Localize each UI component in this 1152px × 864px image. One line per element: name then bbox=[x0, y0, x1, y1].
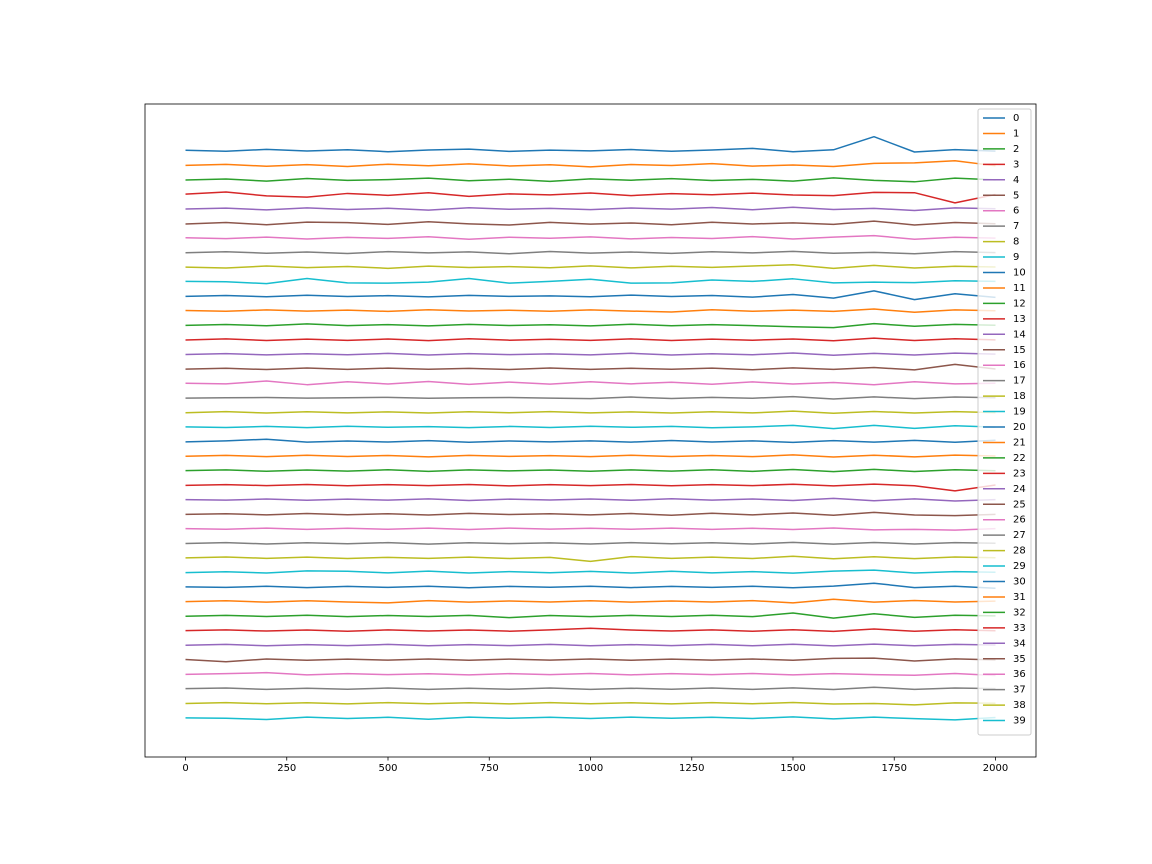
legend-label: 7 bbox=[1013, 221, 1019, 232]
series-line bbox=[185, 483, 996, 492]
series-line bbox=[185, 135, 996, 153]
x-tick-label: 2000 bbox=[983, 763, 1008, 774]
series-line bbox=[185, 395, 996, 400]
legend-box bbox=[977, 108, 1032, 736]
series-line bbox=[185, 686, 996, 691]
legend-label: 19 bbox=[1013, 407, 1026, 418]
series-line bbox=[185, 657, 996, 663]
series-line bbox=[185, 671, 996, 677]
series-line bbox=[185, 159, 996, 168]
legend-label: 25 bbox=[1013, 499, 1026, 510]
series-line bbox=[185, 322, 996, 329]
series-line bbox=[185, 424, 996, 430]
series-line bbox=[185, 277, 996, 285]
series-line bbox=[185, 511, 996, 517]
legend-label: 0 bbox=[1013, 113, 1019, 124]
series-line bbox=[185, 206, 996, 212]
series-line bbox=[185, 177, 996, 183]
legend-label: 11 bbox=[1013, 283, 1026, 294]
legend-label: 26 bbox=[1013, 515, 1026, 526]
legend-label: 8 bbox=[1013, 237, 1019, 248]
legend-label: 17 bbox=[1013, 376, 1026, 387]
legend-label: 1 bbox=[1013, 128, 1019, 139]
legend-label: 31 bbox=[1013, 592, 1026, 603]
legend-label: 12 bbox=[1013, 298, 1026, 309]
x-tick-label: 500 bbox=[378, 763, 397, 774]
x-tick-label: 1750 bbox=[882, 763, 907, 774]
legend-label: 33 bbox=[1013, 623, 1026, 634]
legend-label: 18 bbox=[1013, 391, 1026, 402]
series-line bbox=[185, 290, 996, 301]
legend-label: 39 bbox=[1013, 716, 1026, 727]
legend-label: 29 bbox=[1013, 561, 1026, 572]
legend-label: 37 bbox=[1013, 685, 1026, 696]
legend-label: 23 bbox=[1013, 468, 1026, 479]
series-line bbox=[185, 220, 996, 226]
series-line bbox=[185, 308, 996, 314]
x-tick-label: 1250 bbox=[679, 763, 704, 774]
legend-label: 2 bbox=[1013, 144, 1019, 155]
legend-label: 30 bbox=[1013, 577, 1026, 588]
legend-label: 5 bbox=[1013, 190, 1019, 201]
legend-label: 38 bbox=[1013, 700, 1026, 711]
legend-label: 32 bbox=[1013, 607, 1026, 618]
series-line bbox=[185, 527, 996, 531]
legend-label: 20 bbox=[1013, 422, 1026, 433]
series-line bbox=[185, 263, 996, 270]
series-line bbox=[185, 250, 996, 255]
legend-label: 4 bbox=[1013, 175, 1019, 186]
legend-label: 22 bbox=[1013, 453, 1026, 464]
series-line bbox=[185, 701, 996, 706]
x-tick-label: 1500 bbox=[780, 763, 805, 774]
legend-label: 15 bbox=[1013, 345, 1026, 356]
series-line bbox=[185, 612, 996, 619]
legend-label: 27 bbox=[1013, 530, 1026, 541]
series-line bbox=[185, 234, 996, 240]
legend-label: 36 bbox=[1013, 669, 1026, 680]
series-line bbox=[185, 410, 996, 414]
x-tick-label: 750 bbox=[480, 763, 499, 774]
legend-label: 13 bbox=[1013, 314, 1026, 325]
series-line bbox=[185, 468, 996, 473]
series-line bbox=[185, 380, 996, 386]
series-line bbox=[185, 643, 996, 647]
series-line bbox=[185, 555, 996, 563]
legend-label: 34 bbox=[1013, 638, 1026, 649]
legend-label: 14 bbox=[1013, 329, 1026, 340]
legend-label: 21 bbox=[1013, 437, 1026, 448]
x-tick-label: 250 bbox=[277, 763, 296, 774]
axes-frame bbox=[144, 103, 1037, 758]
series-line bbox=[185, 454, 996, 458]
legend-label: 6 bbox=[1013, 206, 1019, 217]
x-tick-label: 0 bbox=[182, 763, 188, 774]
series-line bbox=[185, 569, 996, 574]
legend-label: 16 bbox=[1013, 360, 1026, 371]
series-line bbox=[185, 627, 996, 633]
legend-label: 28 bbox=[1013, 546, 1026, 557]
x-tick-label: 1000 bbox=[578, 763, 603, 774]
series-line bbox=[185, 541, 996, 545]
series-line bbox=[185, 352, 996, 357]
legend-label: 24 bbox=[1013, 484, 1026, 495]
series-line bbox=[185, 497, 996, 502]
series-line bbox=[185, 582, 996, 590]
series-line bbox=[185, 438, 996, 444]
legend: 0123456789101112131415161718192021222324… bbox=[977, 108, 1032, 736]
series-line bbox=[185, 598, 996, 604]
legend-label: 10 bbox=[1013, 268, 1026, 279]
legend-label: 9 bbox=[1013, 252, 1019, 263]
legend-label: 35 bbox=[1013, 654, 1026, 665]
legend-label: 3 bbox=[1013, 159, 1019, 170]
series-line bbox=[185, 337, 996, 342]
series-line bbox=[185, 716, 996, 721]
series-line bbox=[185, 191, 996, 204]
series-line bbox=[185, 363, 996, 371]
